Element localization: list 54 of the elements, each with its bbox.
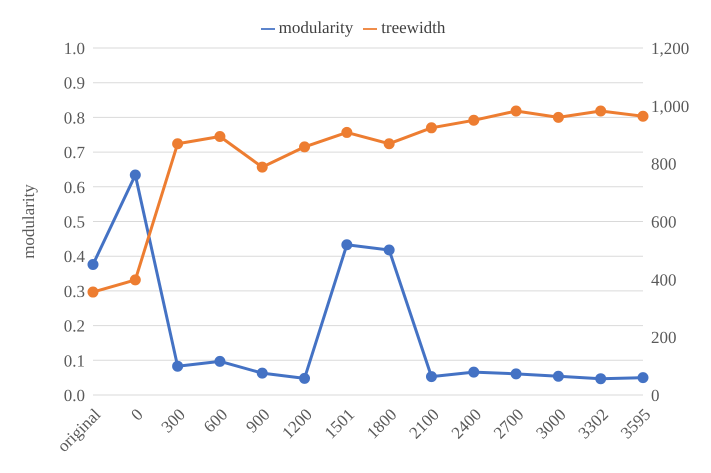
y-tick-label: 0.6 [64,178,85,197]
y-tick-label: 0.0 [64,386,85,406]
x-tick-label: 600 [200,404,232,436]
x-tick-label: 900 [242,404,274,436]
y2-tick-label: 800 [651,154,676,174]
point [341,239,352,250]
legend-label: modularity [278,18,354,37]
x-tick-label: 300 [158,404,189,436]
point [552,112,564,123]
point [341,126,352,138]
point [299,141,310,152]
point [552,370,564,382]
y-tick-label: 0.9 [64,74,85,93]
y2-tick-label: 1,200 [651,39,690,58]
point [468,114,480,126]
y2-tick-label: 1,000 [651,96,690,116]
point [384,244,395,256]
point [426,122,437,134]
point [256,368,268,379]
point [595,373,606,384]
point [256,162,268,173]
y-tick-label: 0.4 [64,247,86,266]
point [88,286,98,298]
y-tick-label: 0.5 [64,212,85,232]
point [172,360,184,372]
y-tick-label: 1.0 [64,39,85,58]
point [510,106,522,117]
y-tick-label: 0.3 [64,282,85,301]
y-tick-label: 0.7 [64,143,86,162]
point [299,372,310,384]
y-tick-label: 0.2 [64,316,85,336]
y-axis-title: modularity [19,184,38,259]
legend-label: treewidth [381,18,446,37]
point [510,368,522,380]
point [214,356,226,367]
y-tick-label: 0.8 [64,108,85,128]
point [468,366,480,378]
point [426,371,437,382]
point [638,372,648,384]
y-tick-label: 0.1 [64,351,85,370]
x-tick-label: 0 [127,404,147,424]
point [172,138,184,150]
y2-tick-label: 600 [651,212,676,232]
y2-tick-label: 400 [651,270,676,290]
point [130,274,141,286]
point [595,106,606,117]
y2-tick-label: 0 [651,386,660,406]
point [88,259,98,270]
point [384,138,395,150]
x-tick-label: 1501 [320,404,358,442]
point [214,130,226,142]
point [638,110,648,122]
point [130,170,141,180]
y2-tick-label: 200 [651,328,676,348]
